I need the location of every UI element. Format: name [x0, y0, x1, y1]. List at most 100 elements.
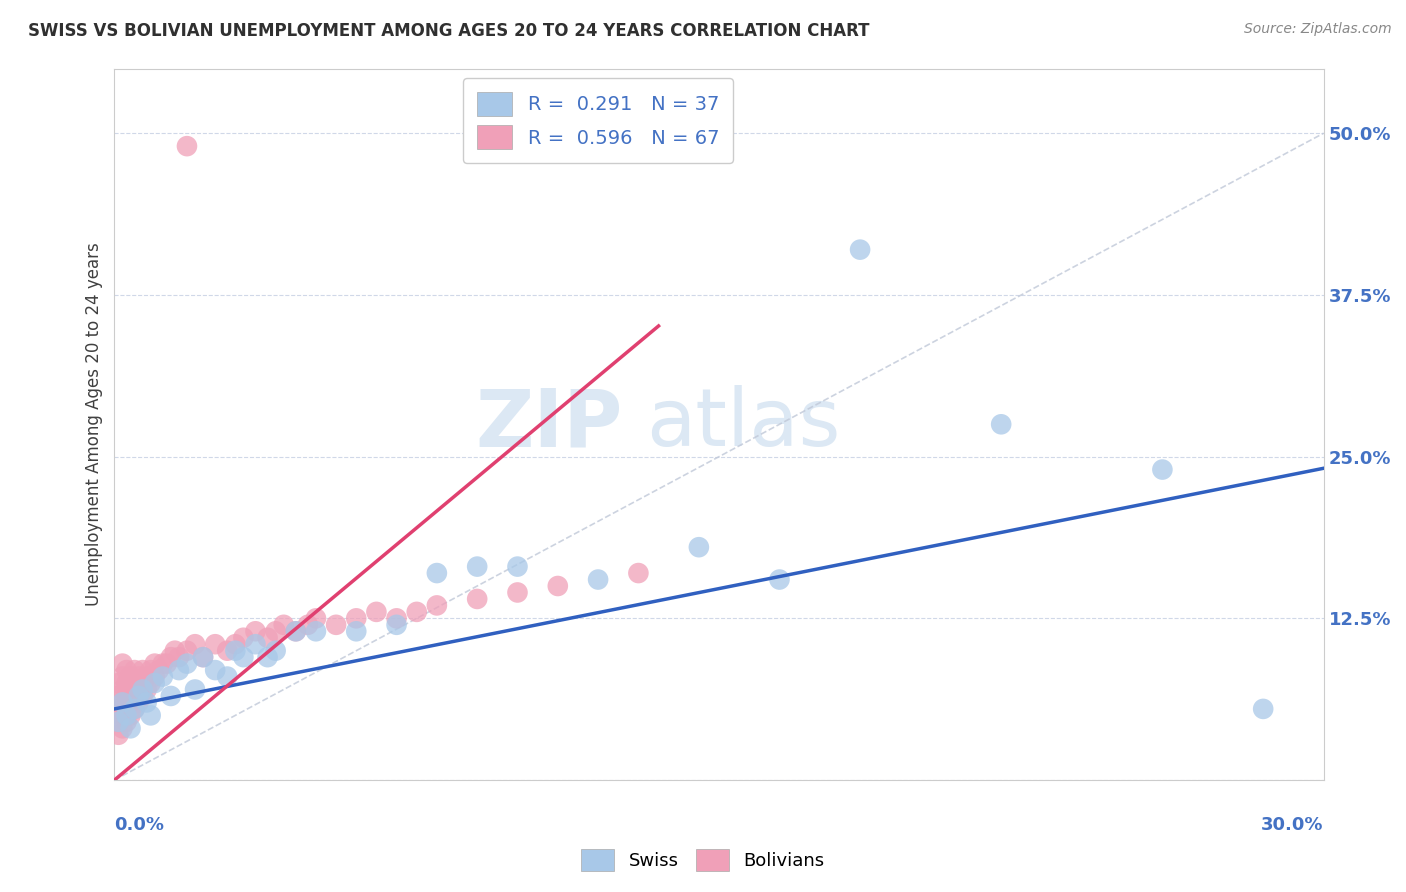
Point [120, 682, 142, 697]
Point [232, 650, 254, 665]
Point [143, 676, 166, 690]
Point [107, 702, 129, 716]
Point [245, 637, 267, 651]
Point [124, 702, 146, 716]
Point [139, 663, 162, 677]
Point [167, 663, 190, 677]
Point [176, 139, 198, 153]
Point [160, 689, 183, 703]
Point [284, 624, 307, 639]
Text: ZIP: ZIP [475, 385, 623, 463]
Point [128, 682, 150, 697]
Legend: R =  0.291   N = 37, R =  0.596   N = 67: R = 0.291 N = 37, R = 0.596 N = 67 [464, 78, 733, 162]
Point [1152, 462, 1174, 476]
Point [191, 650, 214, 665]
Point [128, 669, 150, 683]
Point [990, 417, 1012, 432]
Point [111, 657, 134, 671]
Point [120, 721, 142, 735]
Point [506, 585, 529, 599]
Point [176, 643, 198, 657]
Point [124, 676, 146, 690]
Point [107, 714, 129, 729]
Legend: Swiss, Bolivians: Swiss, Bolivians [574, 842, 832, 879]
Point [344, 624, 367, 639]
Point [586, 573, 609, 587]
Point [124, 702, 146, 716]
Point [115, 708, 138, 723]
Point [191, 650, 214, 665]
Point [405, 605, 427, 619]
Point [139, 708, 162, 723]
Point [152, 657, 174, 671]
Point [426, 599, 449, 613]
Point [688, 540, 710, 554]
Point [264, 624, 287, 639]
Point [120, 695, 142, 709]
Point [1251, 702, 1274, 716]
Point [256, 650, 278, 665]
Point [163, 643, 186, 657]
Point [167, 650, 190, 665]
Text: atlas: atlas [647, 385, 841, 463]
Point [120, 708, 142, 723]
Point [204, 663, 226, 677]
Point [426, 566, 449, 580]
Point [184, 637, 207, 651]
Point [366, 605, 388, 619]
Point [107, 676, 129, 690]
Point [160, 650, 183, 665]
Point [232, 631, 254, 645]
Point [115, 702, 138, 716]
Point [120, 669, 142, 683]
Point [506, 559, 529, 574]
Point [305, 624, 328, 639]
Point [768, 573, 790, 587]
Point [297, 617, 319, 632]
Point [115, 676, 138, 690]
Point [204, 637, 226, 651]
Point [115, 663, 138, 677]
Point [135, 695, 157, 709]
Point [143, 669, 166, 683]
Point [131, 663, 153, 677]
Point [139, 676, 162, 690]
Point [284, 624, 307, 639]
Point [115, 714, 138, 729]
Point [627, 566, 650, 580]
Point [264, 643, 287, 657]
Point [849, 243, 872, 257]
Point [156, 657, 179, 671]
Point [131, 682, 153, 697]
Point [107, 714, 129, 729]
Text: SWISS VS BOLIVIAN UNEMPLOYMENT AMONG AGES 20 TO 24 YEARS CORRELATION CHART: SWISS VS BOLIVIAN UNEMPLOYMENT AMONG AGE… [28, 22, 870, 40]
Point [128, 689, 150, 703]
Point [148, 663, 170, 677]
Y-axis label: Unemployment Among Ages 20 to 24 years: Unemployment Among Ages 20 to 24 years [86, 243, 103, 607]
Point [111, 708, 134, 723]
Point [325, 617, 347, 632]
Point [135, 682, 157, 697]
Point [256, 631, 278, 645]
Point [111, 695, 134, 709]
Point [124, 689, 146, 703]
Point [115, 689, 138, 703]
Text: 0.0%: 0.0% [114, 815, 165, 834]
Point [273, 617, 295, 632]
Point [128, 695, 150, 709]
Point [143, 657, 166, 671]
Point [184, 682, 207, 697]
Point [465, 591, 488, 606]
Text: Source: ZipAtlas.com: Source: ZipAtlas.com [1244, 22, 1392, 37]
Text: 30.0%: 30.0% [1261, 815, 1323, 834]
Point [385, 611, 408, 625]
Point [107, 689, 129, 703]
Point [344, 611, 367, 625]
Point [124, 663, 146, 677]
Point [217, 669, 239, 683]
Point [111, 682, 134, 697]
Point [111, 669, 134, 683]
Point [465, 559, 488, 574]
Point [224, 643, 246, 657]
Point [111, 695, 134, 709]
